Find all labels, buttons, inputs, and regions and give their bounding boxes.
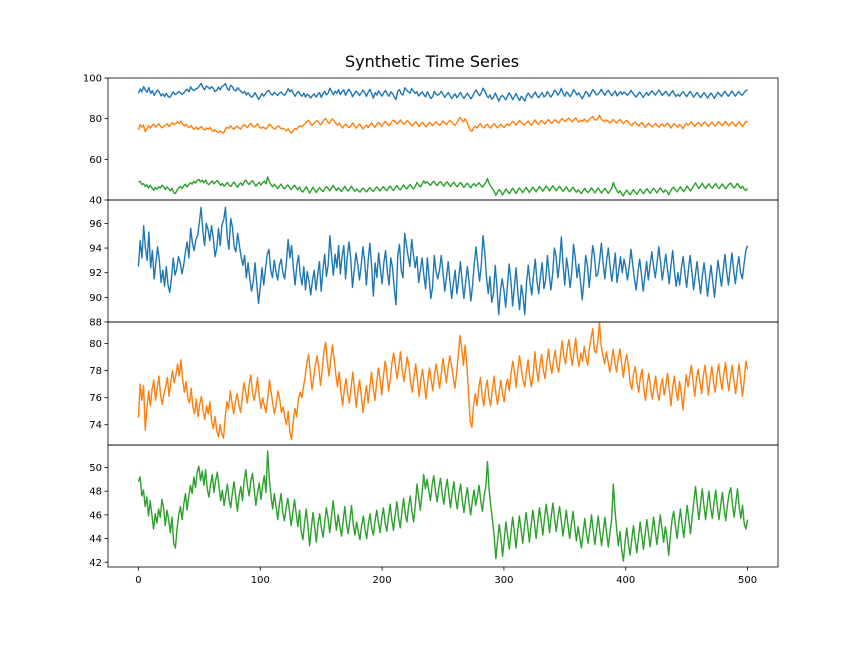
y-tick-label: 88 xyxy=(89,318,102,329)
y-tick-label: 94 xyxy=(89,244,102,255)
y-tick-label: 96 xyxy=(89,219,102,230)
y-tick-label: 48 xyxy=(89,487,102,498)
y-tick-label: 42 xyxy=(89,558,102,569)
y-tick-label: 92 xyxy=(89,268,102,279)
y-tick-label: 74 xyxy=(89,420,102,431)
y-tick-label: 80 xyxy=(89,339,102,350)
x-tick-label: 100 xyxy=(251,575,270,586)
y-tick-label: 80 xyxy=(89,114,102,125)
y-tick-label: 44 xyxy=(89,534,102,545)
axes-frame xyxy=(107,321,779,446)
subplot-1: 40 60 80 100 xyxy=(83,74,779,207)
y-tick-label: 46 xyxy=(89,510,102,521)
x-tick-label: 0 xyxy=(135,575,141,586)
subplot-3: 74 76 78 80 xyxy=(89,321,779,446)
series-3-line xyxy=(138,176,749,197)
x-tick-label: 500 xyxy=(738,575,757,586)
y-tick-label: 90 xyxy=(89,293,102,304)
series-1-line xyxy=(137,82,748,102)
x-tick-label: 200 xyxy=(373,575,392,586)
axes-frame xyxy=(107,199,779,323)
subplot-2: 88 90 92 94 96 xyxy=(89,199,779,329)
y-tick-label: 40 xyxy=(89,196,102,207)
axes-frame xyxy=(107,77,779,201)
chart-title: Synthetic Time Series xyxy=(345,52,519,71)
series-3-line xyxy=(137,450,749,562)
x-tick-label: 300 xyxy=(494,575,513,586)
y-tick-label: 50 xyxy=(89,463,102,474)
series-2-line xyxy=(137,321,749,441)
y-tick-label: 100 xyxy=(83,74,102,85)
axes-frame xyxy=(107,444,779,568)
y-tick-label: 76 xyxy=(89,393,102,404)
series-2-line xyxy=(137,114,748,134)
x-tick-label: 400 xyxy=(616,575,635,586)
series-1-line xyxy=(137,206,749,316)
y-tick-label: 60 xyxy=(89,155,102,166)
y-tick-label: 78 xyxy=(89,366,102,377)
